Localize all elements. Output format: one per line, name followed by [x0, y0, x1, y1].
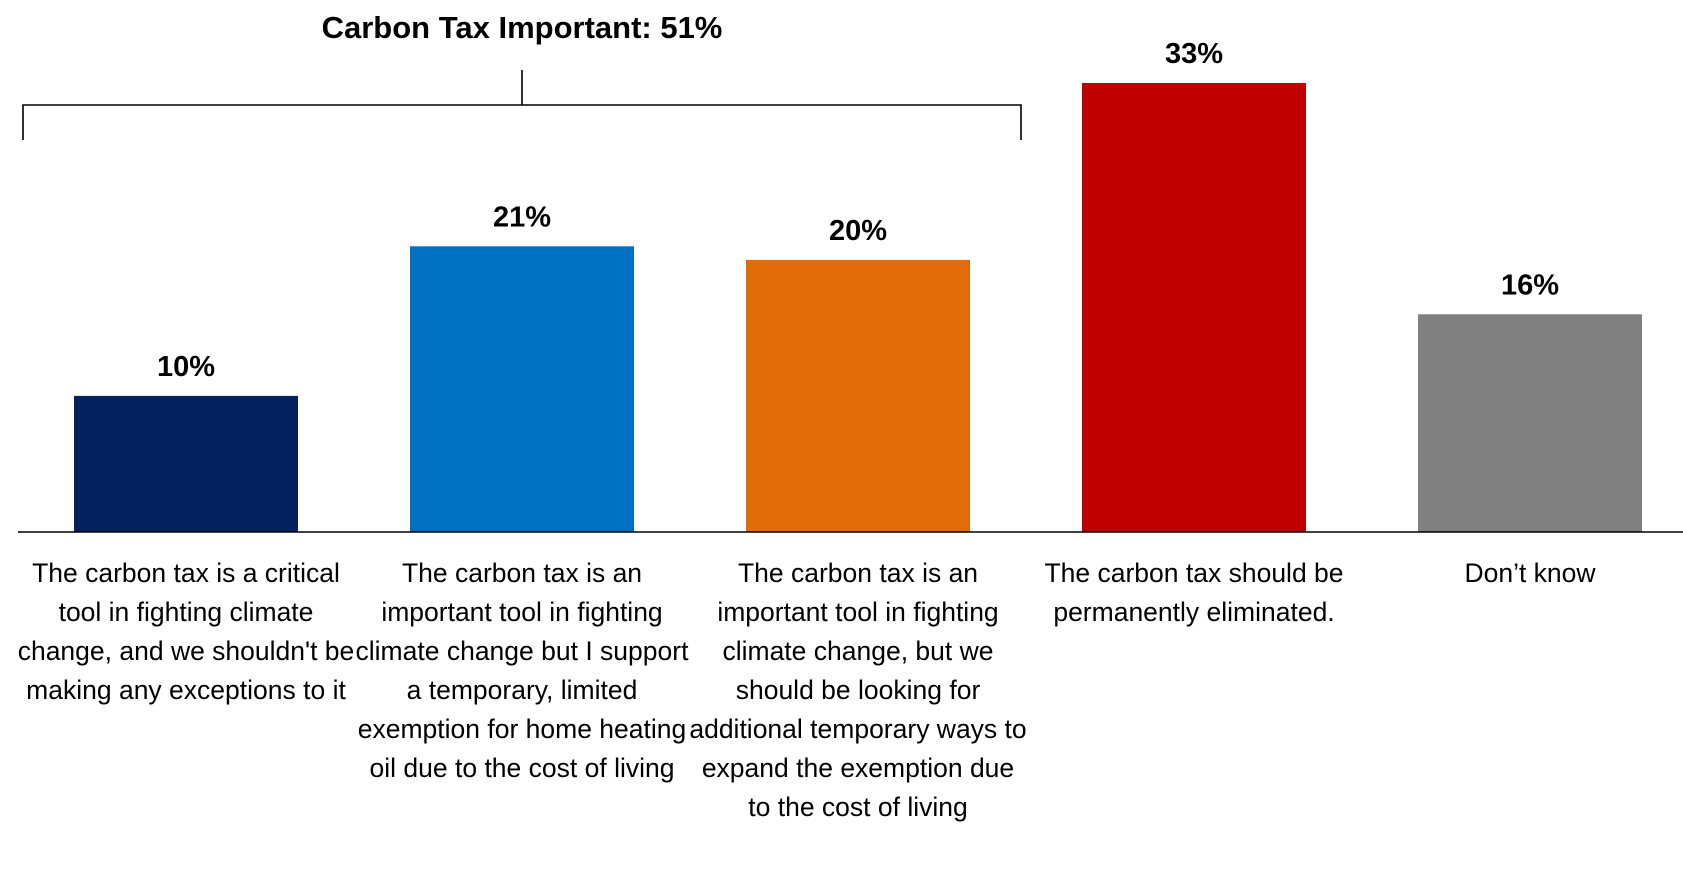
- category-label-1: The carbon tax is a critical tool in fig…: [17, 558, 355, 705]
- bars-layer: [74, 83, 1642, 533]
- data-label-1: 10%: [157, 351, 215, 383]
- data-label-5: 16%: [1501, 269, 1559, 301]
- bracket-label: Carbon Tax Important: 51%: [322, 10, 723, 45]
- data-label-3: 20%: [829, 215, 887, 247]
- category-label-3: The carbon tax is an important tool in f…: [689, 558, 1027, 822]
- data-label-2: 21%: [493, 201, 551, 233]
- data-label-4: 33%: [1165, 38, 1223, 70]
- category-label-4: The carbon tax should be permanently eli…: [1044, 558, 1344, 627]
- data-labels-layer: 10% 21% 20% 33% 16%: [157, 38, 1559, 383]
- bar-4: [1082, 83, 1306, 532]
- summary-bracket: Carbon Tax Important: 51%: [22, 10, 1022, 140]
- category-label-5: Don’t know: [1464, 558, 1596, 588]
- category-label-2: The carbon tax is an important tool in f…: [355, 558, 689, 783]
- bar-1: [74, 395, 298, 532]
- bar-2: [410, 246, 634, 533]
- bar-3: [746, 259, 970, 532]
- bracket-line: [22, 70, 1022, 140]
- bar-5: [1418, 314, 1642, 532]
